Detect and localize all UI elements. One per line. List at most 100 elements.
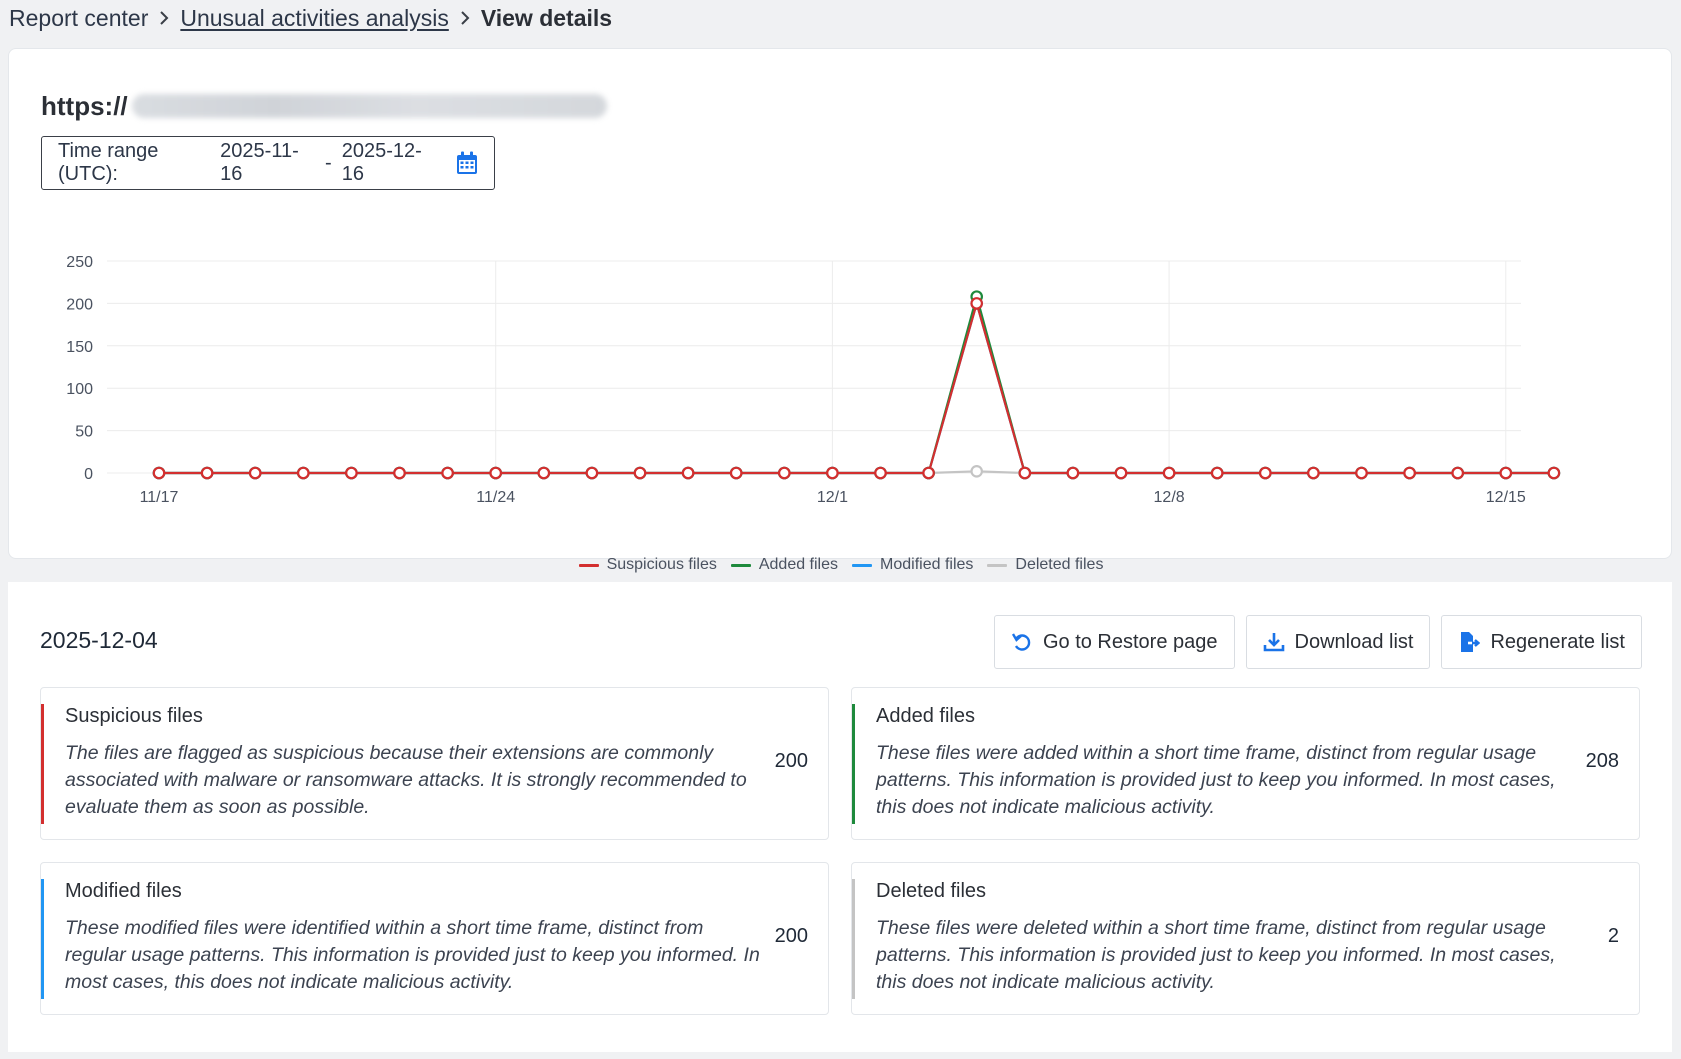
data-point <box>248 466 262 480</box>
data-point <box>1114 466 1128 480</box>
x-tick-label: 11/24 <box>476 489 515 506</box>
card-title: Modified files <box>65 880 182 902</box>
download-list-button[interactable]: Download list <box>1245 615 1431 669</box>
chevron-right-icon <box>158 10 170 26</box>
activity-line-chart: 250 200 150 100 50 0 11/17 11/24 12/1 12/8 12/15 S… <box>9 209 1673 573</box>
data-point <box>729 466 743 480</box>
y-tick-label: 50 <box>75 424 93 441</box>
site-url-prefix: https:// <box>41 90 128 121</box>
deleted-color-bar <box>852 879 855 999</box>
data-point <box>1066 466 1080 480</box>
data-point <box>296 466 310 480</box>
data-point <box>200 466 214 480</box>
legend-swatch <box>578 563 599 567</box>
modified-files-card[interactable]: Modified files These modified files were… <box>40 862 829 1015</box>
y-tick-label: 250 <box>66 254 93 271</box>
legend-label: Added files <box>758 556 839 573</box>
data-point <box>1259 466 1272 480</box>
time-range-separator: - <box>325 151 332 174</box>
card-description: The files are flagged as suspicious beca… <box>65 742 747 818</box>
card-count: 2 <box>1607 925 1619 947</box>
x-tick-label: 12/8 <box>1154 489 1185 506</box>
added-files-card[interactable]: Added files These files were added withi… <box>851 687 1640 840</box>
y-tick-label: 200 <box>66 296 93 313</box>
card-count: 200 <box>774 750 808 772</box>
chart-svg: 250 200 150 100 50 0 11/17 11/24 12/1 12/8 12/15 <box>66 254 1561 506</box>
activity-chart-card: https:// Time range (UTC): 2025-11-16 - … <box>8 48 1673 573</box>
legend-label: Suspicious files <box>606 556 717 573</box>
added-color-bar <box>852 704 855 824</box>
data-point <box>585 466 599 480</box>
breadcrumb-current: View details <box>480 4 613 31</box>
data-point <box>489 466 502 480</box>
data-point <box>874 466 887 480</box>
data-point <box>970 465 983 478</box>
download-icon <box>1263 631 1285 653</box>
data-point <box>441 466 454 480</box>
x-tick-label: 12/1 <box>817 489 848 506</box>
legend-label: Deleted files <box>1015 556 1104 573</box>
action-buttons: Go to Restore page Download list Regener… <box>993 615 1642 669</box>
time-range-label: Time range (UTC): <box>58 140 159 185</box>
data-point <box>681 466 695 480</box>
data-point <box>537 466 551 480</box>
y-tick-label: 100 <box>66 381 93 398</box>
download-list-label: Download list <box>1294 630 1414 653</box>
y-tick-label: 0 <box>84 466 93 483</box>
modified-color-bar <box>41 879 44 999</box>
data-point <box>826 466 839 480</box>
card-title: Suspicious files <box>65 705 203 727</box>
data-point <box>1210 466 1224 480</box>
breadcrumb-report-center[interactable]: Report center <box>9 4 149 31</box>
series-line <box>159 299 1554 475</box>
regenerate-list-label: Regenerate list <box>1490 630 1625 653</box>
undo-icon <box>1011 631 1033 653</box>
data-point <box>1451 466 1464 480</box>
card-title: Deleted files <box>876 880 987 902</box>
regenerate-list-button[interactable]: Regenerate list <box>1441 615 1642 669</box>
go-to-restore-button[interactable]: Go to Restore page <box>993 615 1235 669</box>
selected-date: 2025-12-04 <box>40 627 158 653</box>
data-point <box>345 466 358 480</box>
data-point <box>152 466 166 480</box>
card-count: 208 <box>1585 750 1619 772</box>
data-point <box>922 466 935 480</box>
data-point <box>1018 466 1032 480</box>
legend-item[interactable]: Deleted files <box>987 556 1103 574</box>
data-point <box>1403 466 1416 480</box>
chart-legend: Suspicious files Added files Modified file… <box>9 556 1673 574</box>
data-point <box>1162 466 1176 480</box>
breadcrumb-unusual-activities[interactable]: Unusual activities analysis <box>180 4 449 31</box>
data-point <box>393 466 406 480</box>
y-tick-label: 150 <box>66 339 93 356</box>
data-point <box>1307 466 1320 480</box>
data-point <box>777 466 791 480</box>
deleted-files-card[interactable]: Deleted files These files were deleted w… <box>851 862 1640 1015</box>
legend-item[interactable]: Modified files <box>852 556 973 574</box>
x-tick-label: 11/17 <box>140 489 179 506</box>
card-description: These files were added within a short ti… <box>876 742 1556 818</box>
legend-swatch <box>852 563 873 567</box>
card-count: 200 <box>774 925 808 947</box>
details-panel: 2025-12-04 Go to Restore page Download l… <box>8 582 1672 1052</box>
card-description: These modified files were identified wit… <box>65 917 760 993</box>
x-tick-label: 12/15 <box>1486 489 1526 506</box>
time-range-picker[interactable]: Time range (UTC): 2025-11-16 - 2025-12-1… <box>41 136 495 190</box>
series-line <box>159 292 1554 475</box>
suspicious-files-card[interactable]: Suspicious files The files are flagged a… <box>40 687 829 840</box>
card-title: Added files <box>876 705 975 727</box>
chevron-right-icon <box>459 10 471 26</box>
legend-item[interactable]: Suspicious files <box>578 556 717 574</box>
time-range-start: 2025-11-16 <box>220 140 299 185</box>
redacted-url <box>131 94 607 118</box>
data-point <box>1355 466 1368 480</box>
legend-swatch <box>987 563 1008 567</box>
legend-item[interactable]: Added files <box>730 556 839 574</box>
data-point <box>1547 466 1561 480</box>
site-url: https:// <box>41 89 607 123</box>
suspicious-color-bar <box>41 704 44 824</box>
file-export-icon <box>1458 631 1481 653</box>
calendar-icon[interactable] <box>456 151 478 175</box>
card-description: These files were deleted within a short … <box>876 917 1556 993</box>
time-range-end: 2025-12-16 <box>341 140 422 185</box>
